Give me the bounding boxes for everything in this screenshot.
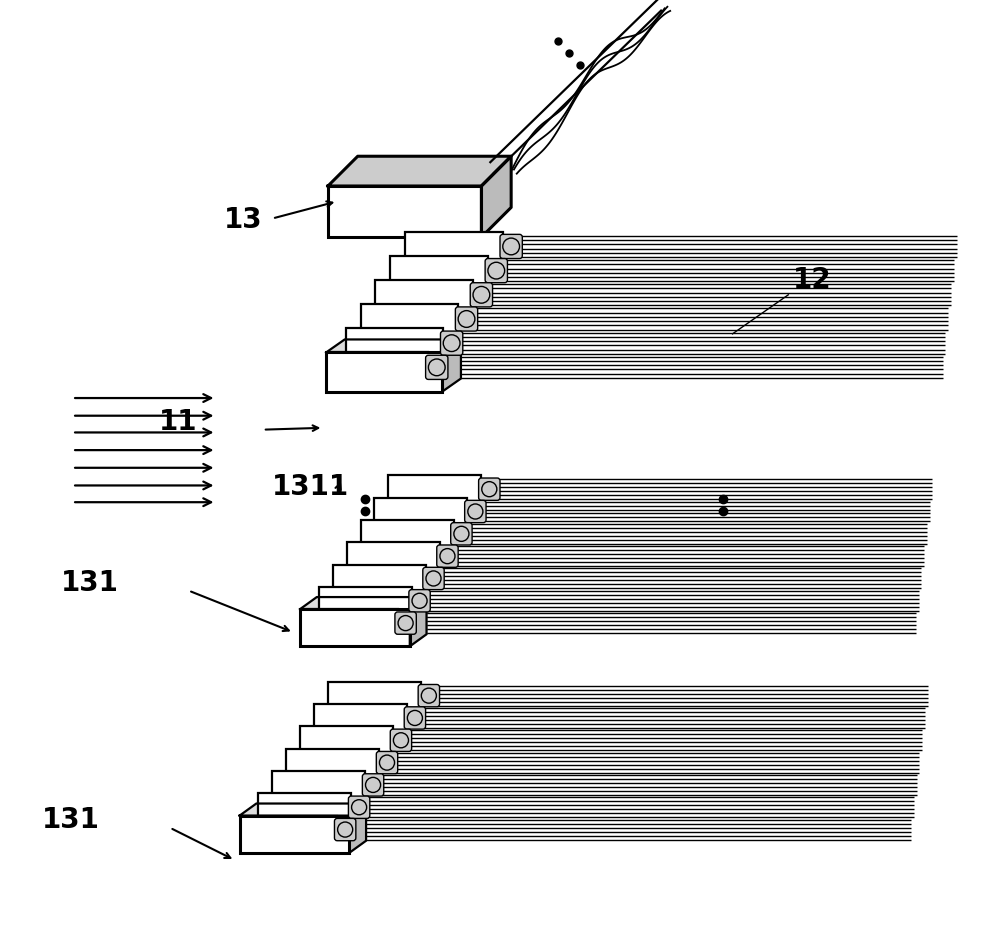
Polygon shape: [481, 156, 511, 237]
FancyBboxPatch shape: [426, 355, 448, 379]
Text: 1311: 1311: [272, 472, 349, 500]
Text: 12: 12: [793, 266, 832, 294]
Bar: [375, 280, 473, 310]
Bar: [328, 682, 421, 710]
FancyBboxPatch shape: [437, 545, 458, 567]
FancyBboxPatch shape: [451, 523, 472, 545]
FancyBboxPatch shape: [440, 331, 463, 355]
Text: 131: 131: [42, 805, 100, 833]
FancyBboxPatch shape: [485, 259, 507, 283]
FancyBboxPatch shape: [418, 684, 440, 707]
Bar: [390, 256, 488, 286]
Bar: [331, 352, 428, 382]
Polygon shape: [410, 597, 427, 646]
Bar: [388, 475, 481, 503]
Bar: [360, 304, 458, 334]
Text: 131: 131: [61, 568, 119, 596]
Polygon shape: [349, 804, 366, 853]
FancyBboxPatch shape: [334, 818, 356, 841]
Bar: [405, 232, 503, 261]
Bar: [319, 587, 412, 615]
Bar: [314, 704, 407, 732]
FancyBboxPatch shape: [404, 707, 426, 729]
Bar: [300, 609, 410, 646]
Bar: [272, 771, 365, 799]
FancyBboxPatch shape: [455, 307, 478, 331]
Text: 13: 13: [224, 206, 263, 233]
Bar: [333, 565, 426, 592]
Bar: [258, 793, 351, 821]
Text: 11: 11: [159, 407, 198, 435]
Bar: [244, 816, 337, 844]
FancyBboxPatch shape: [376, 751, 398, 774]
FancyBboxPatch shape: [423, 567, 444, 590]
FancyBboxPatch shape: [362, 774, 384, 796]
Bar: [374, 498, 467, 525]
Bar: [360, 520, 454, 548]
Polygon shape: [328, 156, 511, 186]
Bar: [286, 749, 379, 777]
Bar: [240, 816, 349, 853]
FancyBboxPatch shape: [479, 478, 500, 500]
Polygon shape: [240, 804, 366, 816]
Bar: [346, 328, 443, 358]
FancyBboxPatch shape: [395, 612, 416, 634]
Bar: [328, 186, 481, 237]
Bar: [305, 609, 398, 637]
FancyBboxPatch shape: [470, 283, 493, 307]
Polygon shape: [442, 339, 461, 392]
FancyBboxPatch shape: [409, 590, 430, 612]
Bar: [300, 726, 393, 754]
FancyBboxPatch shape: [500, 234, 522, 259]
FancyBboxPatch shape: [390, 729, 412, 751]
Bar: [326, 352, 442, 392]
Polygon shape: [326, 339, 461, 352]
FancyBboxPatch shape: [348, 796, 370, 818]
FancyBboxPatch shape: [465, 500, 486, 523]
Bar: [347, 542, 440, 570]
Polygon shape: [300, 597, 427, 609]
